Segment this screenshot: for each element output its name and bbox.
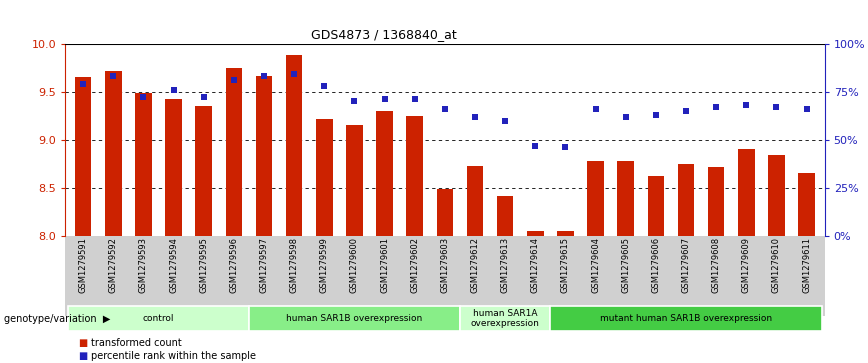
Bar [768, 155, 785, 236]
Text: transformed count: transformed count [91, 338, 182, 348]
Bar [738, 150, 754, 236]
Point [740, 102, 753, 108]
FancyBboxPatch shape [68, 306, 249, 331]
Bar [588, 161, 604, 236]
Text: human SAR1A
overexpression: human SAR1A overexpression [470, 309, 540, 328]
Point [227, 77, 240, 83]
Bar [527, 231, 543, 236]
Point [197, 94, 211, 100]
Title: GDS4873 / 1368840_at: GDS4873 / 1368840_at [312, 28, 457, 41]
FancyBboxPatch shape [249, 306, 460, 331]
Text: percentile rank within the sample: percentile rank within the sample [91, 351, 256, 361]
Bar [437, 189, 453, 236]
Bar [256, 76, 273, 236]
Bar [316, 119, 332, 236]
Point [709, 104, 723, 110]
Text: ■: ■ [78, 338, 88, 348]
Text: control: control [142, 314, 174, 323]
Point [558, 144, 572, 150]
Bar [286, 55, 302, 236]
Bar [678, 164, 694, 236]
Bar [648, 176, 664, 236]
Bar [467, 166, 483, 236]
Point [437, 106, 451, 112]
Point [498, 118, 512, 123]
Point [679, 108, 693, 114]
Text: human SAR1B overexpression: human SAR1B overexpression [286, 314, 423, 323]
Point [619, 114, 633, 119]
Point [408, 97, 422, 102]
Point [318, 83, 332, 89]
Bar [406, 116, 423, 236]
Bar [75, 77, 91, 236]
Bar [226, 68, 242, 236]
Point [799, 106, 813, 112]
Point [287, 72, 301, 77]
FancyBboxPatch shape [460, 306, 550, 331]
Point [589, 106, 602, 112]
Bar [135, 93, 152, 236]
Bar [165, 99, 182, 236]
Point [529, 143, 542, 148]
FancyBboxPatch shape [550, 306, 822, 331]
Point [378, 97, 391, 102]
Point [167, 87, 181, 93]
Point [136, 94, 150, 100]
Bar [195, 106, 212, 236]
Point [76, 81, 90, 87]
Bar [105, 72, 122, 236]
Bar [346, 125, 363, 236]
Text: mutant human SAR1B overexpression: mutant human SAR1B overexpression [600, 314, 772, 323]
Bar [617, 161, 634, 236]
Point [347, 98, 361, 104]
Point [769, 104, 783, 110]
Point [107, 73, 121, 79]
Bar [496, 196, 513, 236]
Bar [799, 174, 815, 236]
Bar [557, 231, 574, 236]
Text: genotype/variation  ▶: genotype/variation ▶ [4, 314, 111, 323]
Point [257, 73, 271, 79]
Text: ■: ■ [78, 351, 88, 361]
Point [468, 114, 482, 119]
Point [649, 112, 663, 118]
Bar [377, 111, 393, 236]
Bar [707, 167, 725, 236]
